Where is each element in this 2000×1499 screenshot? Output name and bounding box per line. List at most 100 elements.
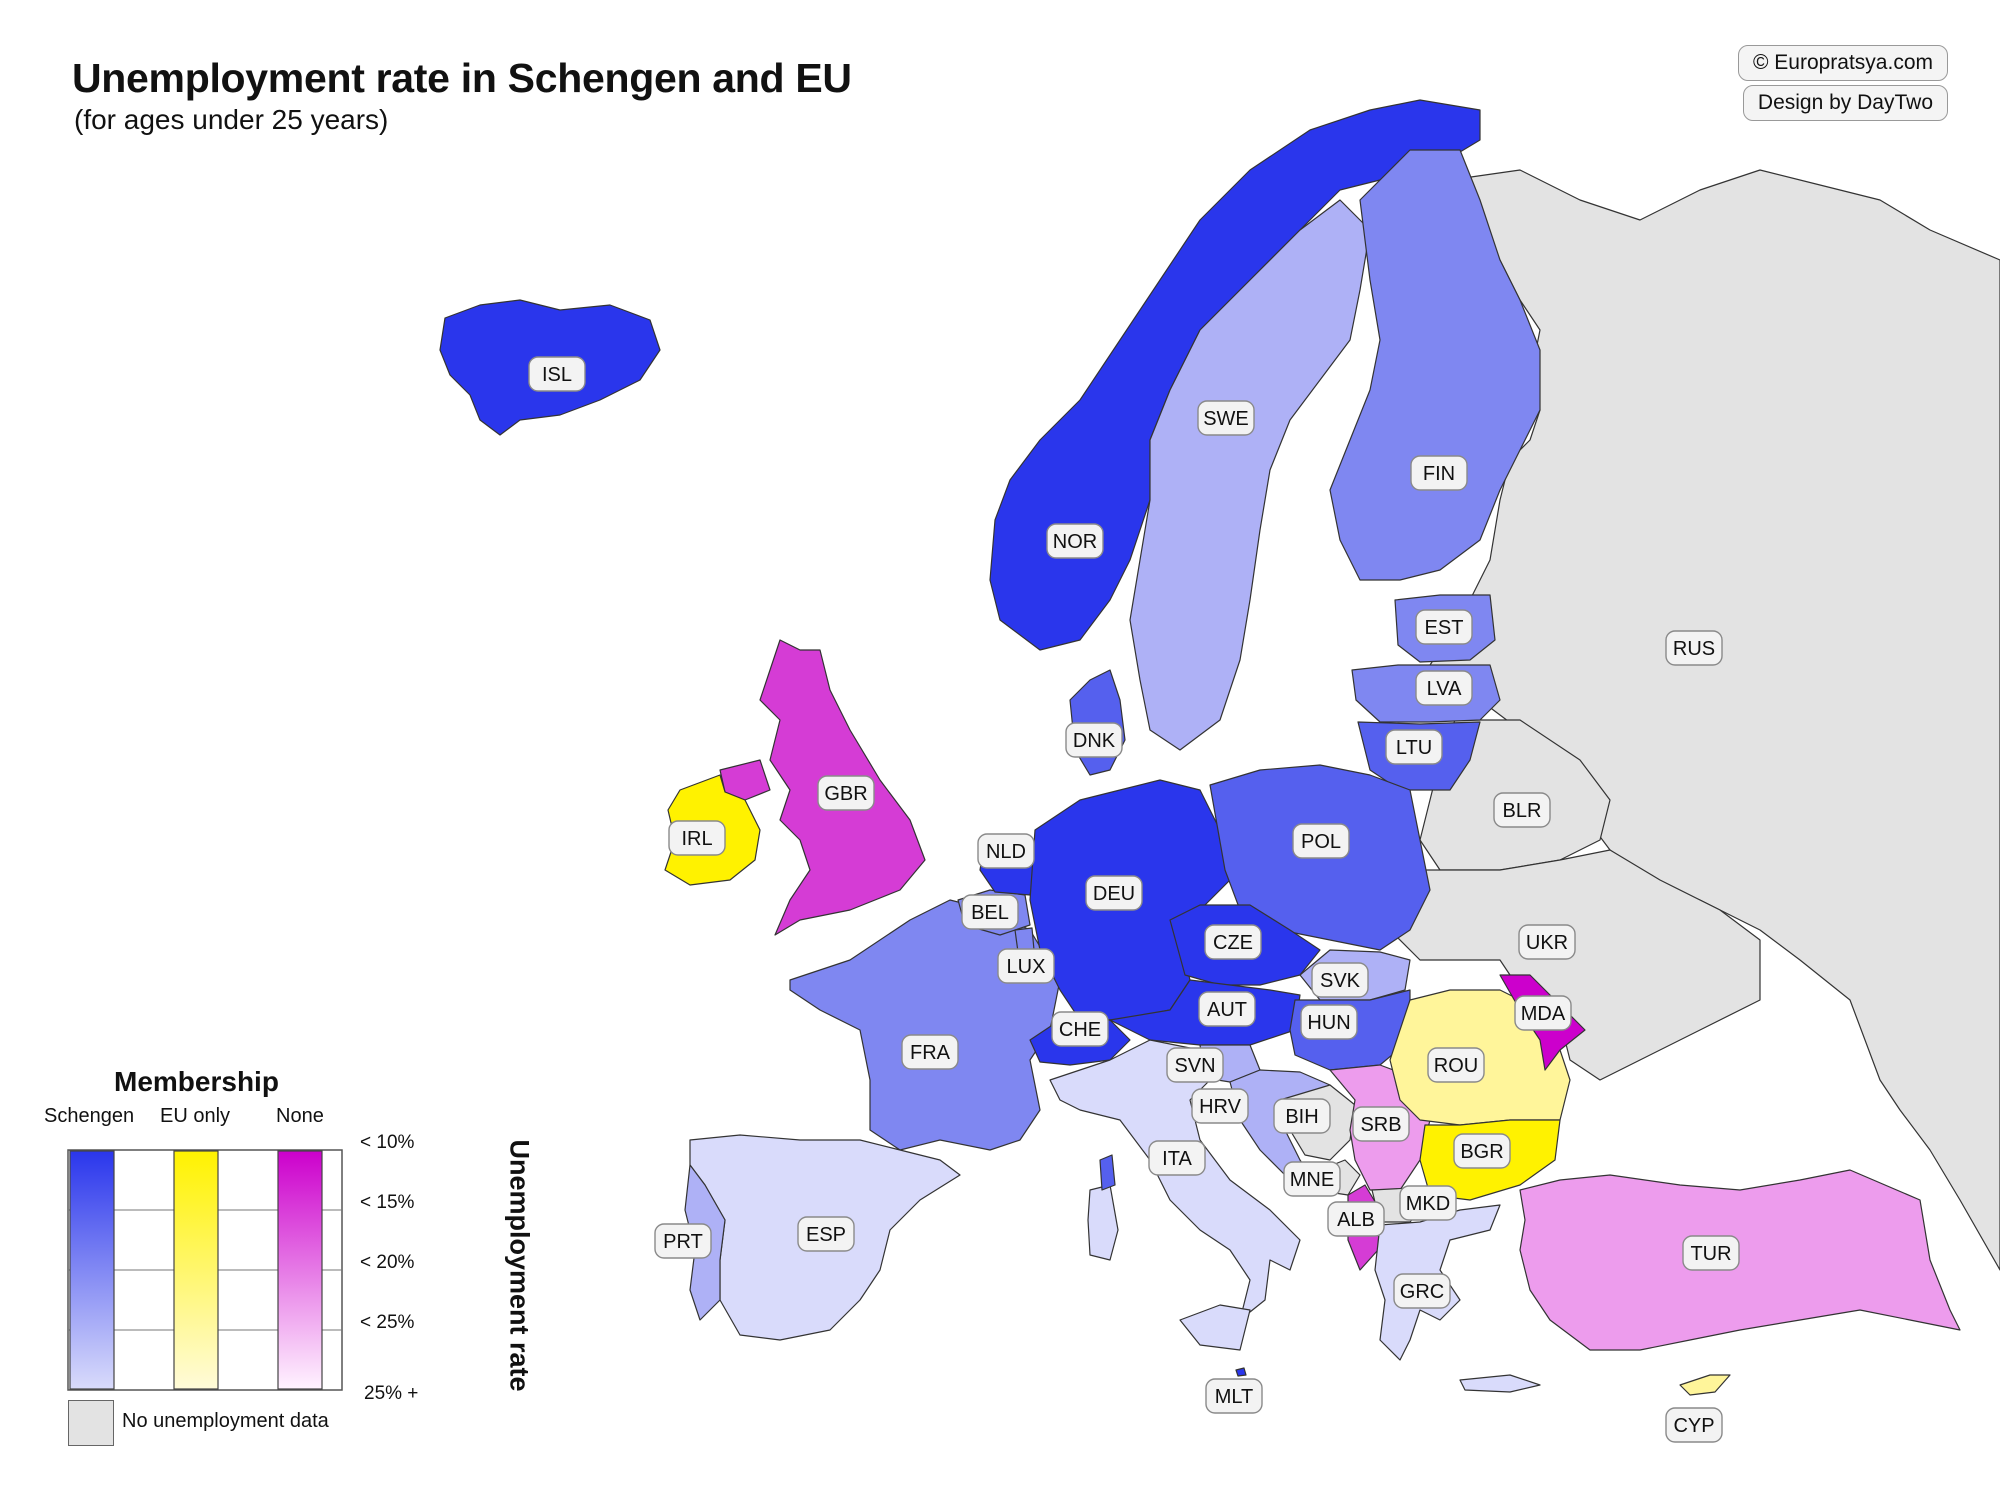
country-label-text: BLR — [1503, 800, 1542, 822]
country-label-box — [1493, 792, 1551, 828]
country-label-text: NLD — [986, 841, 1026, 863]
country-label-box — [668, 820, 726, 856]
country-label-box — [977, 833, 1035, 869]
legend-no-data-swatch — [68, 1400, 114, 1446]
legend-title: Membership — [114, 1066, 279, 1097]
country-label-cyp: CYP — [1665, 1407, 1723, 1443]
country-label-svn: SVN — [1166, 1047, 1224, 1083]
country-label-box — [1385, 729, 1443, 765]
country-label-box — [1198, 991, 1256, 1027]
country-label-box — [1283, 1161, 1341, 1197]
country-label-box — [1085, 875, 1143, 911]
country-label-svk: SVK — [1311, 962, 1369, 998]
country-label-text: UKR — [1526, 932, 1568, 954]
country-label-box — [1300, 1004, 1358, 1040]
country-label-mkd: MKD — [1399, 1185, 1457, 1221]
country-label-est: EST — [1415, 609, 1473, 645]
country-label-box — [1682, 1235, 1740, 1271]
country-label-alb: ALB — [1327, 1201, 1385, 1237]
country-label-bgr: BGR — [1453, 1133, 1511, 1169]
country-shape-swe — [1129, 199, 1371, 751]
legend-tick-10: < 10% — [360, 1132, 415, 1153]
country-label-mda: MDA — [1514, 995, 1572, 1031]
country-label-text: BGR — [1460, 1141, 1503, 1163]
country-label-bel: BEL — [961, 894, 1019, 930]
country-label-pol: POL — [1292, 823, 1350, 859]
country-label-gbr: GBR — [817, 775, 875, 811]
country-label-text: LVA — [1427, 678, 1462, 700]
country-label-box — [1399, 1185, 1457, 1221]
country-label-lux: LUX — [997, 948, 1055, 984]
credit-badge-site: © Europratsya.com — [1737, 45, 1948, 81]
country-label-text: IRL — [681, 828, 712, 850]
country-label-box — [1410, 455, 1468, 491]
country-label-box — [1148, 1140, 1206, 1176]
country-label-esp: ESP — [797, 1216, 855, 1252]
country-label-text: NOR — [1053, 531, 1097, 553]
country-label-text: ALB — [1337, 1209, 1375, 1231]
country-label-rus: RUS — [1665, 630, 1723, 666]
country-label-prt: PRT — [654, 1223, 712, 1259]
country-shape-ukr — [1389, 849, 1761, 1081]
country-label-fin: FIN — [1410, 455, 1468, 491]
country-label-box — [1327, 1201, 1385, 1237]
country-label-swe: SWE — [1197, 400, 1255, 436]
legend-tick-15: < 15% — [360, 1192, 415, 1213]
country-label-lva: LVA — [1415, 670, 1473, 706]
legend-axis-label: Unemployment rate — [504, 1139, 535, 1392]
country-shape-fin — [1329, 149, 1541, 581]
country-label-text: LTU — [1396, 737, 1432, 759]
country-label-box — [1415, 670, 1473, 706]
country-label-box — [1518, 924, 1576, 960]
country-shape-cyp — [1679, 1374, 1731, 1396]
country-label-box — [1427, 1047, 1485, 1083]
country-label-text: MNE — [1290, 1169, 1334, 1191]
country-label-box — [997, 948, 1055, 984]
country-label-text: PRT — [663, 1231, 703, 1253]
country-label-deu: DEU — [1085, 875, 1143, 911]
country-shape-grc-crete — [1459, 1374, 1541, 1393]
country-labels: ISL NOR SWE FIN EST LVA LTU DNK GBR IRL NLD BEL LUX D… — [528, 356, 1740, 1443]
country-label-text: FRA — [910, 1042, 951, 1064]
country-label-text: CYP — [1673, 1415, 1714, 1437]
country-label-text: BEL — [971, 902, 1009, 924]
country-label-text: DNK — [1073, 730, 1116, 752]
country-label-box — [1065, 722, 1123, 758]
country-label-text: SRB — [1360, 1114, 1401, 1136]
country-label-nor: NOR — [1046, 523, 1104, 559]
legend-bar-none — [277, 1150, 323, 1390]
legend-tick-20: < 20% — [360, 1252, 415, 1273]
country-label-text: GRC — [1400, 1281, 1444, 1303]
country-label-box — [1191, 1088, 1249, 1124]
country-label-cze: CZE — [1204, 924, 1262, 960]
country-label-box — [1046, 523, 1104, 559]
country-label-box — [1197, 400, 1255, 436]
country-label-nld: NLD — [977, 833, 1035, 869]
country-label-text: SVN — [1174, 1055, 1215, 1077]
country-label-ltu: LTU — [1385, 729, 1443, 765]
map-subtitle: (for ages under 25 years) — [74, 104, 389, 135]
country-label-text: LUX — [1007, 956, 1046, 978]
country-label-isl: ISL — [528, 356, 586, 392]
country-label-hrv: HRV — [1191, 1088, 1249, 1124]
country-label-text: SVK — [1320, 970, 1361, 992]
country-label-box — [1292, 823, 1350, 859]
country-label-dnk: DNK — [1065, 722, 1123, 758]
country-label-mne: MNE — [1283, 1161, 1341, 1197]
country-label-blr: BLR — [1493, 792, 1551, 828]
country-label-text: MDA — [1521, 1003, 1566, 1025]
country-label-text: TUR — [1690, 1243, 1731, 1265]
country-label-box — [1453, 1133, 1511, 1169]
country-label-ita: ITA — [1148, 1140, 1206, 1176]
country-label-box — [1415, 609, 1473, 645]
country-label-box — [1204, 924, 1262, 960]
country-label-mlt: MLT — [1205, 1378, 1263, 1414]
country-label-text: AUT — [1207, 999, 1247, 1021]
legend-col-none: None — [276, 1105, 324, 1127]
country-label-box — [1393, 1273, 1451, 1309]
country-label-box — [1051, 1011, 1109, 1047]
country-label-box — [1311, 962, 1369, 998]
legend-tick-25: < 25% — [360, 1312, 415, 1333]
country-shape-fra — [789, 899, 1061, 1151]
